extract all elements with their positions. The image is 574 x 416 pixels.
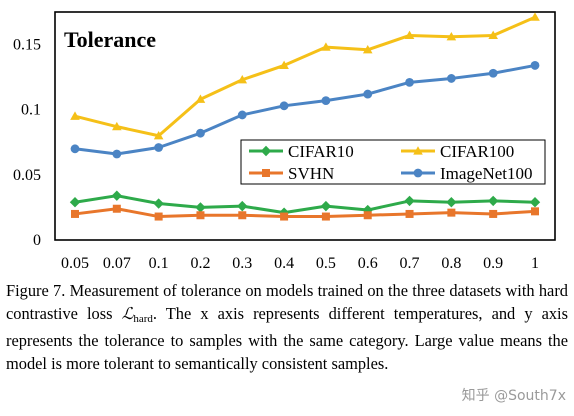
chart-title: Tolerance	[64, 27, 156, 52]
x-tick-label: 0.07	[103, 255, 131, 272]
series-line	[74, 207, 536, 219]
data-point	[70, 111, 80, 120]
legend-item-svhn: SVHN	[249, 164, 334, 183]
data-point	[153, 130, 164, 140]
data-point	[321, 96, 331, 105]
series-imagenet100	[70, 61, 540, 159]
x-tick-label: 0.05	[61, 255, 89, 272]
data-point	[320, 200, 332, 212]
data-point	[237, 110, 247, 120]
x-tick-label: 0.1	[149, 255, 169, 272]
figure-caption: Figure 7. Measurement of tolerance on mo…	[6, 280, 568, 375]
data-point	[112, 121, 122, 131]
series-line	[74, 15, 536, 138]
caption-suffix: . The x axis represents different temper…	[6, 303, 568, 373]
y-tick-label: 0	[33, 232, 41, 249]
data-point	[362, 44, 373, 54]
data-point	[530, 12, 540, 21]
legend-swatch-marker	[262, 169, 270, 177]
data-point	[196, 211, 205, 220]
data-point	[446, 74, 456, 83]
data-point	[280, 212, 289, 221]
data-point	[488, 68, 498, 78]
data-point	[446, 197, 457, 208]
x-tick-label: 0.2	[190, 255, 210, 272]
data-point	[196, 128, 205, 138]
legend-item-cifar10: CIFAR10	[249, 142, 354, 161]
data-point	[446, 31, 457, 41]
x-tick-label: 0.4	[274, 255, 294, 272]
legend-label: ImageNet100	[440, 164, 533, 183]
data-point	[237, 74, 248, 84]
data-point	[195, 94, 206, 103]
data-point	[487, 195, 499, 207]
x-axis-ticks: 0.05 0.07 0.1 0.2 0.3 0.4 0.5 0.6 0.7 0.8 0.9 1	[61, 255, 539, 272]
y-tick-label: 0.05	[13, 167, 41, 184]
data-point	[195, 202, 206, 213]
legend-label: SVHN	[288, 164, 334, 183]
data-point	[405, 209, 414, 218]
data-point	[69, 197, 81, 208]
x-tick-label: 0.6	[358, 255, 378, 272]
legend-swatch-marker	[260, 145, 272, 157]
data-point	[112, 204, 121, 213]
plot-frame	[54, 11, 556, 241]
data-point	[530, 61, 540, 70]
x-tick-label: 1	[531, 255, 539, 272]
y-tick-label: 0.1	[21, 102, 41, 119]
legend-box	[240, 139, 546, 185]
data-point	[321, 212, 330, 221]
watermark: 知乎 @South7x	[461, 388, 566, 404]
series-cifar10	[69, 190, 541, 218]
data-point	[112, 149, 122, 159]
x-tick-label: 0.9	[483, 255, 503, 272]
data-point	[279, 101, 289, 111]
data-point	[154, 143, 164, 152]
data-point	[279, 60, 289, 70]
data-point	[489, 209, 498, 218]
data-point	[405, 77, 414, 87]
data-point	[70, 144, 80, 154]
y-tick-label: 0.15	[13, 37, 41, 54]
series-line	[74, 194, 536, 215]
data-point	[529, 197, 541, 208]
tolerance-chart: 00.050.10.15 0.05 0.07 0.1 0.2 0.3 0.4 0.5 0.6 0…	[13, 11, 556, 272]
legend-item-cifar100: CIFAR100	[401, 142, 514, 161]
data-point	[154, 212, 163, 221]
y-axis-ticks: 0 0.05 0.1 0.15	[13, 37, 41, 249]
series-line	[74, 63, 536, 156]
legend: CIFAR10 CIFAR100 SVHN ImageNet100	[240, 139, 546, 185]
legend-item-imagenet100: ImageNet100	[401, 164, 533, 183]
data-point	[71, 209, 79, 218]
data-point	[488, 30, 498, 40]
series-lines	[69, 12, 541, 221]
data-point	[238, 211, 247, 220]
series-svhn	[71, 204, 539, 221]
x-tick-label: 0.5	[316, 255, 336, 272]
data-point	[321, 42, 331, 51]
data-point	[237, 200, 248, 212]
data-point	[447, 208, 456, 217]
caption-math: ℒhard	[121, 303, 153, 325]
legend-swatch-marker	[413, 146, 423, 155]
data-point	[153, 198, 164, 209]
data-point	[404, 195, 415, 207]
data-point	[111, 190, 123, 201]
x-tick-label: 0.7	[400, 255, 420, 272]
caption-math-subscript: hard	[133, 312, 153, 325]
caption-prefix: Figure 7. Measurement of tolerance on mo…	[6, 281, 568, 323]
data-point	[531, 207, 539, 216]
legend-swatch-marker	[413, 168, 423, 178]
legend-label: CIFAR10	[288, 142, 354, 161]
x-tick-label: 0.3	[232, 255, 252, 272]
caption-math-symbol: ℒ	[121, 303, 134, 323]
legend-label: CIFAR100	[440, 142, 514, 161]
series-cifar100	[70, 12, 540, 140]
x-tick-label: 0.8	[441, 255, 461, 272]
data-point	[363, 89, 373, 99]
data-point	[404, 30, 415, 40]
data-point	[363, 211, 372, 220]
